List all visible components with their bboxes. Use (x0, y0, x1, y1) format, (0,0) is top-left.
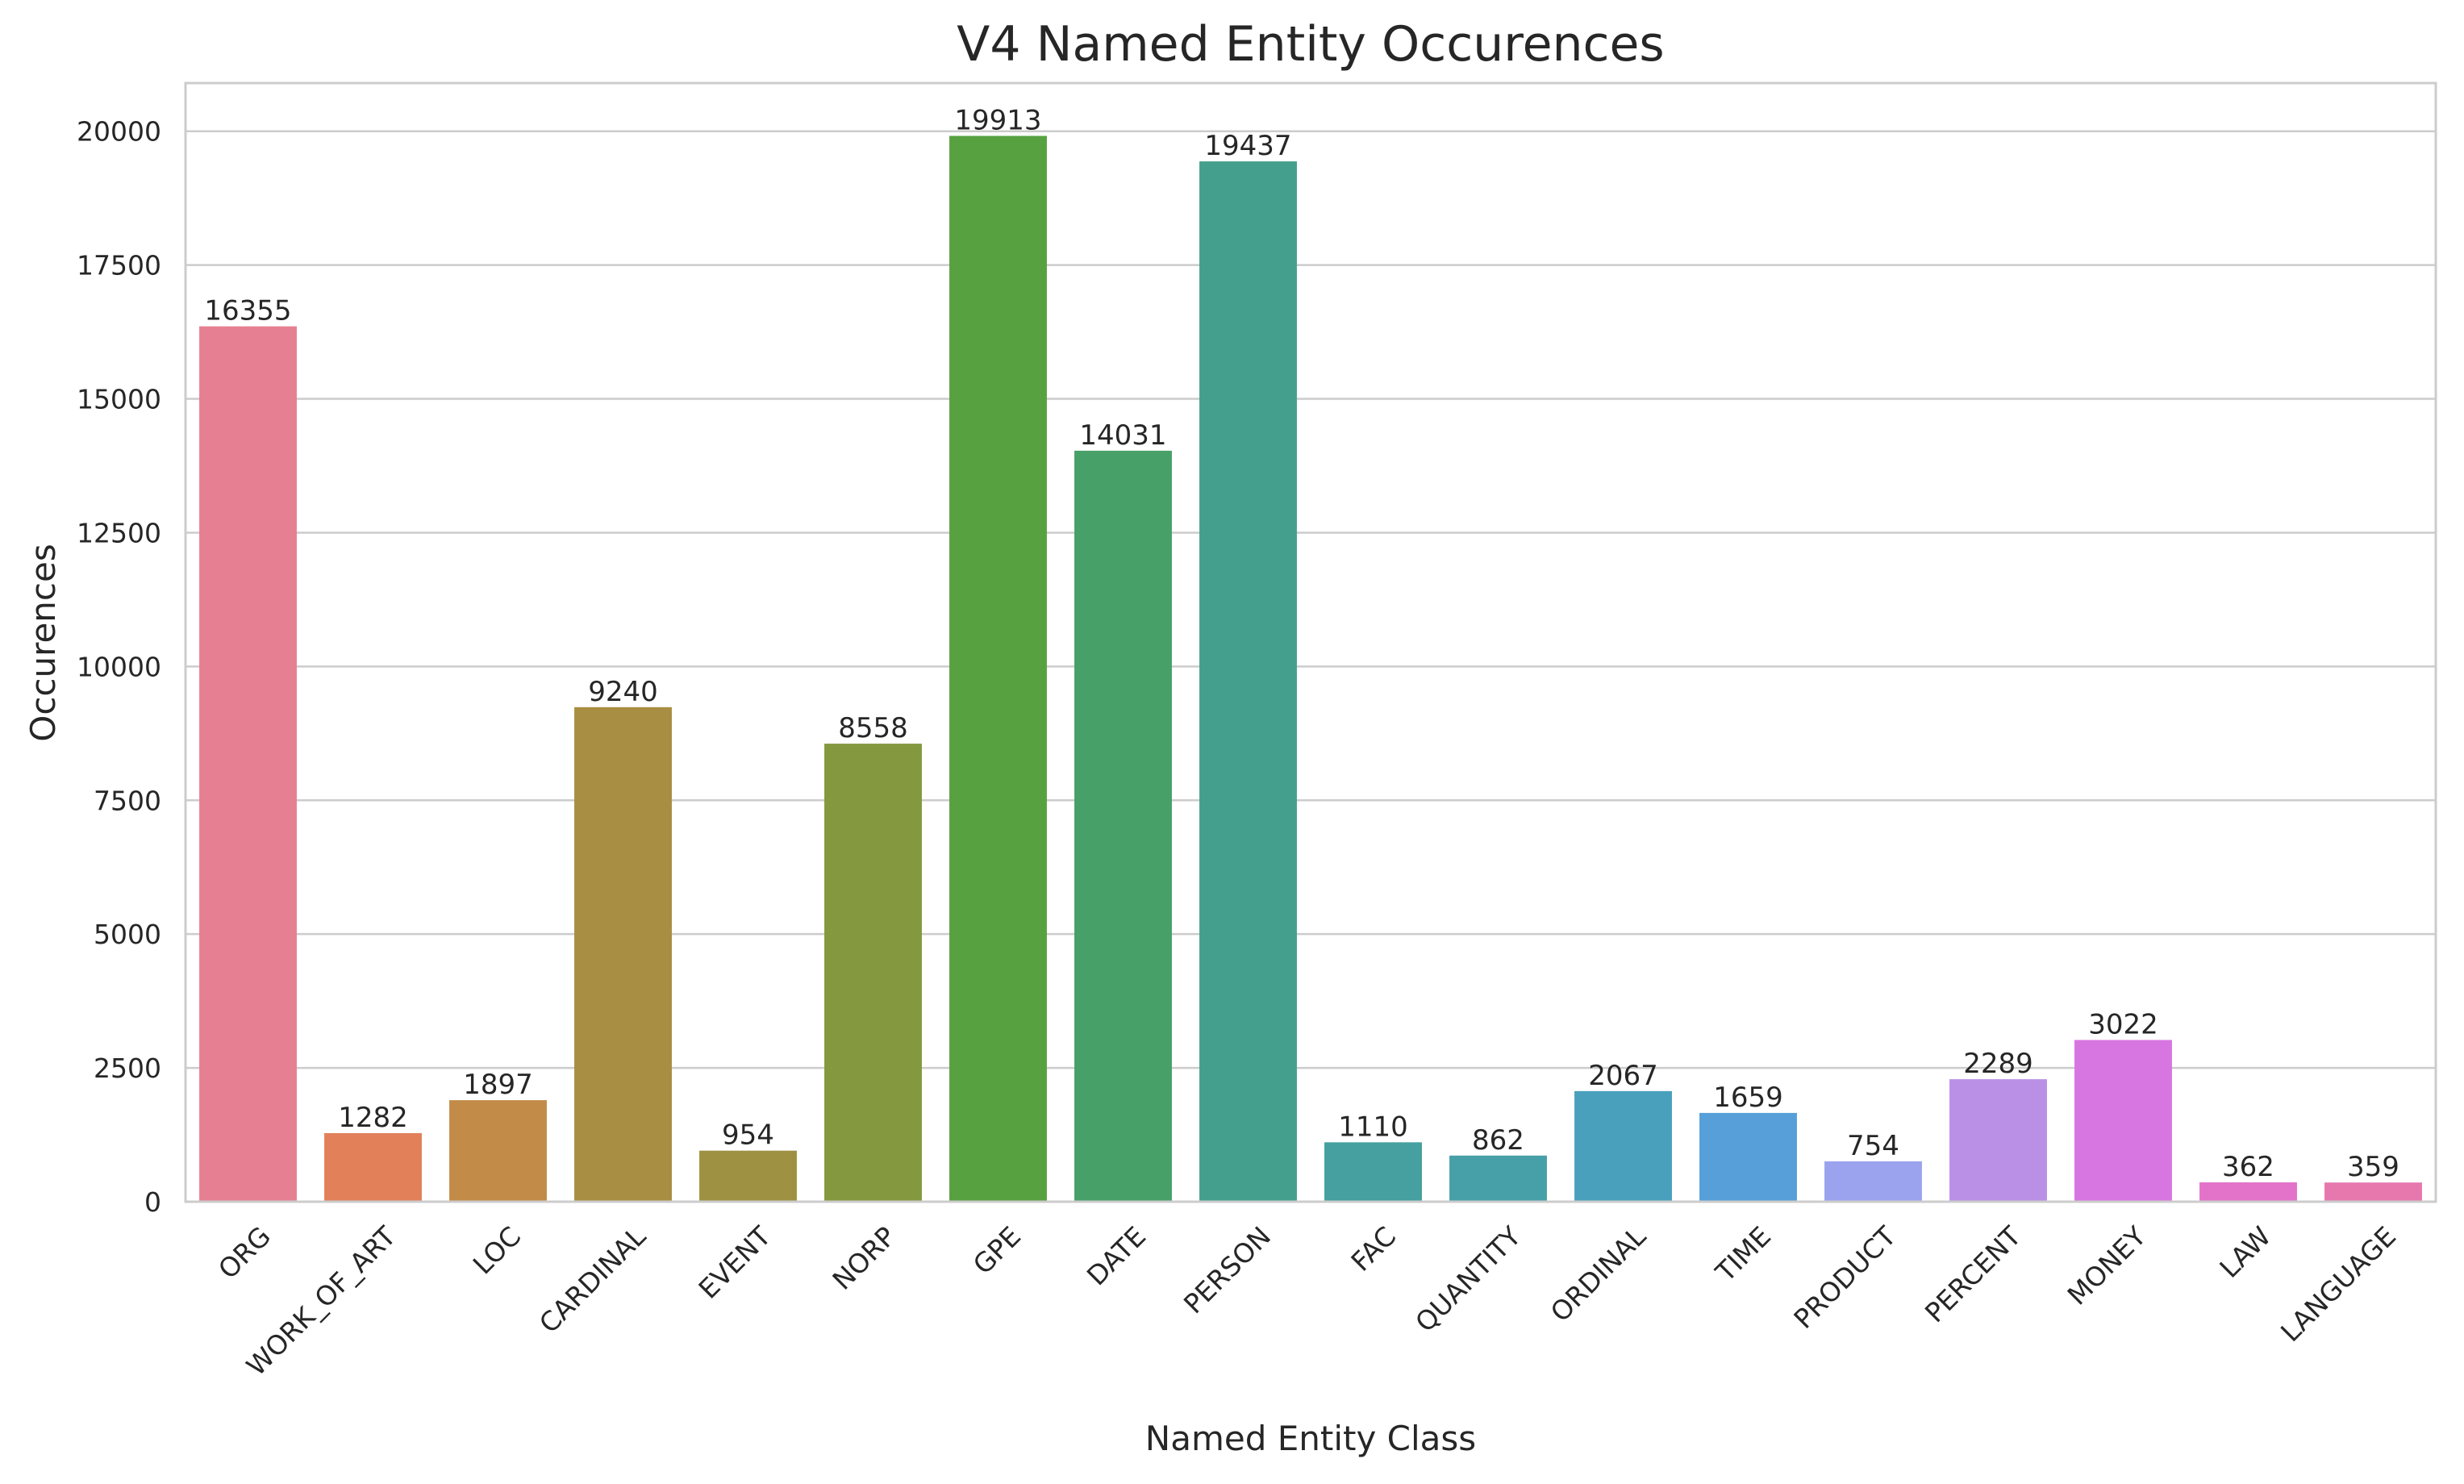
bar-value-label: 2289 (1963, 1048, 2033, 1080)
x-tick-label: GPE (967, 1220, 1027, 1280)
y-tick-label: 15000 (77, 384, 161, 415)
x-tick-label: LAW (2213, 1220, 2277, 1284)
bar-value-label: 1110 (1338, 1111, 1408, 1143)
y-axis-label: Occurences (23, 544, 63, 741)
x-tick-label: TIME (1709, 1220, 1777, 1288)
y-tick-label: 7500 (94, 785, 161, 816)
bar-value-label: 8558 (838, 712, 908, 744)
bar-value-label: 954 (722, 1119, 774, 1152)
bar-value-label: 1282 (338, 1102, 408, 1134)
bar (449, 1100, 547, 1202)
bar-value-label: 19437 (1204, 130, 1291, 162)
bar (1824, 1161, 1922, 1202)
x-tick-label: MONEY (2062, 1219, 2153, 1311)
bar-value-label: 9240 (588, 676, 658, 708)
x-tick-label: QUANTITY (1409, 1219, 1528, 1338)
bar-value-label: 16355 (204, 295, 291, 327)
bar (1324, 1142, 1422, 1202)
y-tick-label: 0 (144, 1186, 161, 1218)
bar-value-label: 3022 (2088, 1008, 2158, 1040)
chart-title: V4 Named Entity Occurences (957, 16, 1664, 73)
bar (1074, 450, 1172, 1202)
bar (199, 326, 297, 1202)
x-tick-label: PERSON (1178, 1220, 1277, 1319)
y-tick-label: 5000 (94, 919, 161, 950)
bar (2074, 1040, 2172, 1202)
bar-value-label: 1897 (463, 1069, 533, 1101)
x-tick-label: PERCENT (1919, 1219, 2028, 1328)
bar (1699, 1112, 1797, 1202)
bar (699, 1150, 797, 1202)
bar-value-label: 862 (1472, 1124, 1524, 1157)
bar (2199, 1182, 2297, 1202)
bar-value-label: 754 (1847, 1130, 1899, 1162)
bar-value-label: 2067 (1588, 1060, 1658, 1092)
bar (824, 744, 922, 1202)
x-tick-label: CARDINAL (533, 1220, 652, 1340)
bar (1449, 1155, 1547, 1202)
bar-value-label: 362 (2222, 1151, 2274, 1183)
gridlines (186, 130, 2436, 1203)
bar (1949, 1079, 2047, 1202)
bar (574, 707, 672, 1202)
x-tick-label: ORDINAL (1545, 1220, 1653, 1328)
bar (324, 1132, 422, 1202)
bar-value-label: 14031 (1079, 419, 1166, 452)
bar (949, 135, 1047, 1202)
x-tick-label: LANGUAGE (2274, 1220, 2402, 1348)
x-tick-label: ORG (212, 1220, 277, 1285)
y-tick-label: 20000 (77, 116, 161, 148)
bar (1574, 1090, 1672, 1202)
x-tick-label: LOC (467, 1220, 527, 1280)
x-tick-label: NORP (826, 1220, 902, 1296)
y-axis-ticks: 0 2500 5000 7500 10000 12500 15000 17500 20000 (77, 116, 161, 1218)
bar (1199, 161, 1297, 1203)
y-tick-label: 12500 (77, 517, 161, 548)
y-tick-label: 17500 (77, 250, 161, 281)
y-tick-label: 10000 (77, 651, 161, 682)
y-tick-label: 2500 (94, 1053, 161, 1084)
bar (2324, 1182, 2422, 1202)
bar-value-label: 1659 (1713, 1082, 1783, 1114)
bar-value-label: 359 (2347, 1151, 2399, 1183)
x-tick-label: DATE (1081, 1220, 1152, 1291)
x-tick-label: FAC (1345, 1220, 1402, 1278)
bar-value-label: 19913 (954, 105, 1041, 137)
x-axis-label: Named Entity Class (1145, 1419, 1476, 1458)
x-tick-label: EVENT (692, 1219, 777, 1304)
x-tick-label: PRODUCT (1787, 1219, 1902, 1334)
bars: 16355 1282 1897 9240 954 8558 19913 14031 19437 1… (199, 105, 2422, 1203)
plot-frame (184, 81, 2437, 1203)
